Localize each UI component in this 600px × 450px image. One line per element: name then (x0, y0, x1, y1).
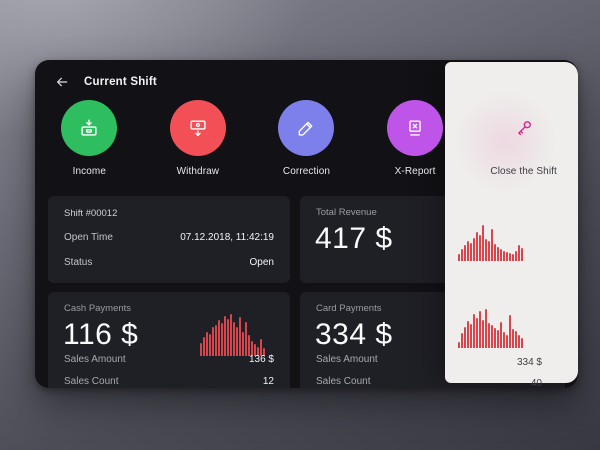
x-report-icon (409, 120, 421, 136)
income-label: Income (72, 166, 106, 177)
income-circle (61, 100, 118, 156)
card-payments-label: Card Payments (316, 303, 382, 314)
arrow-left-icon (57, 77, 68, 87)
sales-amount-value: 136 $ (248, 354, 274, 365)
close-shift-label: Close the Shift (490, 166, 557, 177)
card-sales-count-row: Sales Count (316, 376, 549, 387)
status-label: Status (64, 257, 93, 268)
status-row: Status Open (64, 257, 274, 268)
close-shift-circle (496, 100, 552, 156)
x-report-circle (387, 100, 444, 156)
pink-glow-decoration (451, 88, 559, 196)
withdraw-circle (169, 100, 226, 156)
cash-payments-sparkline-chart (200, 314, 270, 356)
card-sales-amount-row: Sales Amount (316, 354, 549, 365)
card-sales-amount-value: 334 $ (516, 357, 542, 368)
income-button[interactable]: Income (35, 100, 144, 177)
cash-payments-label: Cash Payments (64, 303, 132, 314)
total-revenue-value: 417 $ (315, 222, 393, 255)
total-revenue-label: Total Revenue (316, 207, 377, 218)
cash-in-icon (81, 119, 97, 136)
key-icon (517, 121, 531, 136)
action-row: Income Withdraw Correction (35, 100, 578, 177)
shift-number: Shift #00012 (64, 208, 118, 219)
withdraw-label: Withdraw (176, 166, 220, 177)
card-sales-count-value: 40 (530, 378, 542, 388)
x-report-button[interactable]: X-Report (361, 100, 470, 177)
status-value: Open (249, 257, 274, 268)
sales-amount-label: Sales Amount (64, 354, 126, 365)
shift-info-card: Shift #00012 Open Time 07.12.2018, 11:42… (48, 196, 290, 283)
sales-count-value: 12 (262, 376, 274, 387)
back-button[interactable] (53, 73, 71, 91)
close-shift-sheet: 334 $ 40 (445, 62, 578, 388)
x-report-label: X-Report (394, 166, 436, 177)
withdraw-button[interactable]: Withdraw (144, 100, 253, 177)
cash-sales-count-row: Sales Count 12 (64, 376, 274, 387)
sales-count-label: Sales Count (64, 376, 119, 387)
header: Current Shift (53, 73, 157, 91)
cash-sales-amount-row: Sales Amount 136 $ (64, 354, 274, 365)
pos-app-screen: Current Shift Shift #00012 Open Time 07.… (35, 60, 578, 388)
sales-amount-label: Sales Amount (316, 354, 378, 365)
open-time-label: Open Time (64, 232, 113, 243)
cash-out-icon (190, 120, 206, 137)
correction-circle (278, 100, 335, 156)
sales-count-label: Sales Count (316, 376, 371, 387)
correction-button[interactable]: Correction (252, 100, 361, 177)
total-revenue-sparkline-chart (458, 225, 523, 261)
open-time-row: Open Time 07.12.2018, 11:42:19 (64, 232, 274, 243)
close-shift-button[interactable]: Close the Shift (469, 100, 578, 177)
card-payments-sparkline-chart (458, 306, 523, 348)
card-payments-value: 334 $ (315, 318, 393, 351)
open-time-value: 07.12.2018, 11:42:19 (180, 232, 274, 243)
cash-payments-card: Cash Payments 116 $ Sales Amount 136 $ S… (48, 292, 290, 388)
correction-label: Correction (282, 166, 331, 177)
pencil-icon (299, 121, 313, 136)
cash-payments-value: 116 $ (63, 318, 139, 351)
page-title: Current Shift (84, 76, 157, 88)
